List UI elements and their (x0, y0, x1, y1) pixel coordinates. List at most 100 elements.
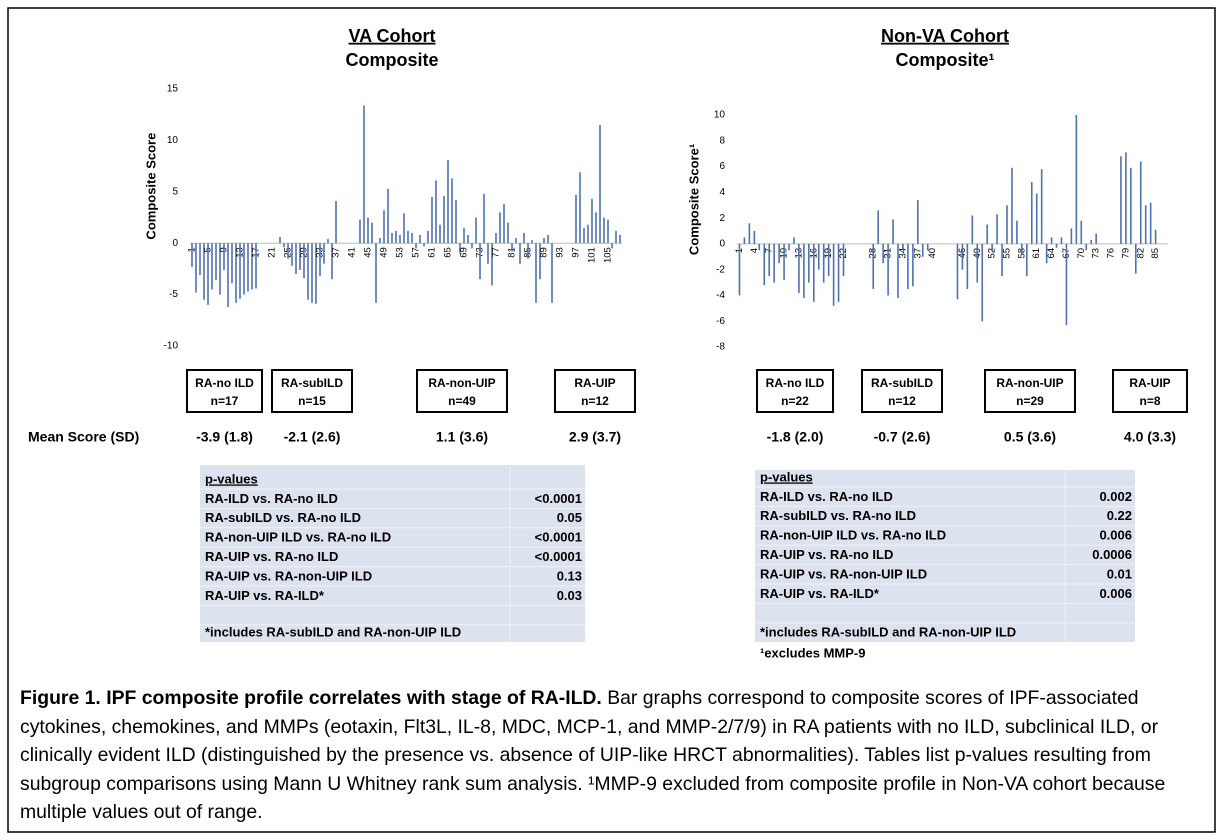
bar (379, 238, 381, 244)
bar (475, 217, 477, 244)
x-tick-label: 40 (927, 248, 938, 259)
y-tick-label: 5 (172, 186, 178, 197)
caption: Figure 1. IPF composite profile correlat… (20, 684, 1206, 827)
bar (1016, 220, 1018, 244)
bar (375, 243, 377, 303)
bar (1045, 243, 1048, 264)
bar (503, 204, 505, 244)
bar (471, 243, 473, 249)
bar (371, 222, 373, 244)
group-label: RA-no ILD (766, 376, 825, 390)
bar (315, 243, 317, 304)
bar (239, 243, 241, 299)
bar (902, 243, 904, 251)
table-cell: RA-subILD vs. RA-no ILD (760, 508, 916, 523)
x-tick-label: 97 (571, 247, 582, 258)
bar (887, 243, 889, 296)
group-box (1112, 369, 1188, 413)
bar (583, 227, 585, 244)
x-tick-label: 49 (379, 247, 390, 258)
bar (615, 230, 617, 244)
bar (1134, 243, 1137, 274)
bar (443, 195, 445, 244)
bar (467, 234, 469, 244)
bar (1030, 182, 1033, 244)
group-label: RA-UIP (574, 376, 615, 390)
x-tick-label: 37 (912, 248, 923, 259)
group-n: n=12 (888, 394, 916, 408)
table-bg (200, 465, 585, 642)
bar (1021, 243, 1023, 255)
x-tick-label: 45 (363, 247, 374, 258)
x-tick-label: 73 (1091, 248, 1102, 259)
bar (487, 243, 489, 264)
group-box (416, 369, 508, 413)
group-label: RA-subILD (281, 376, 343, 390)
bar (399, 234, 401, 244)
group-mean: 4.0 (3.3) (1124, 429, 1176, 445)
y-tick-label: 15 (167, 84, 179, 95)
bar (1050, 237, 1053, 244)
bar (407, 230, 409, 244)
group-mean: 2.9 (3.7) (569, 429, 621, 445)
bar (996, 214, 998, 244)
bar (1154, 229, 1157, 244)
bar (431, 196, 433, 244)
x-tick-label: 89 (539, 247, 550, 258)
bar (961, 243, 964, 270)
table-cell: <0.0001 (535, 491, 582, 506)
bar (753, 231, 756, 244)
bar (535, 243, 537, 303)
bar (547, 234, 549, 244)
x-tick-label: 55 (1002, 248, 1013, 259)
bar (499, 212, 501, 244)
bar (403, 213, 405, 244)
table-cell: RA-ILD vs. RA-no ILD (760, 489, 893, 504)
bar (817, 243, 820, 270)
table-cell: RA-UIP vs. RA-ILD* (205, 588, 325, 603)
bar (327, 239, 329, 244)
table-cell: 0.03 (557, 588, 582, 603)
bar (247, 243, 249, 292)
x-tick-label: 81 (507, 247, 518, 258)
bar (783, 243, 785, 280)
bar (551, 243, 553, 303)
group-n: n=29 (1016, 394, 1044, 408)
group-mean: -1.8 (2.0) (767, 429, 824, 445)
bar (758, 243, 761, 251)
group-box (984, 369, 1076, 413)
bar (917, 200, 919, 244)
x-tick-label: 76 (1106, 248, 1117, 259)
bar (491, 243, 493, 286)
group-box (554, 369, 636, 413)
table-cell: 0.006 (1099, 528, 1132, 543)
bar (1120, 156, 1122, 244)
chart-title: Non-VA Cohort (881, 26, 1009, 46)
bar (832, 243, 835, 306)
y-tick-label: -10 (164, 341, 179, 352)
bar (872, 243, 875, 289)
x-tick-label: 37 (331, 247, 342, 258)
group-mean: -2.1 (2.6) (284, 429, 341, 445)
chart-subtitle: Composite¹ (896, 50, 995, 70)
bar (531, 240, 533, 244)
table-note: *includes RA-subILD and RA-non-UIP ILD (205, 624, 461, 639)
y-tick-label: 4 (719, 187, 725, 198)
bar (451, 178, 453, 244)
bar (971, 215, 974, 244)
bar (367, 217, 369, 244)
bar (227, 243, 229, 307)
group-n: n=15 (298, 394, 326, 408)
bar (1055, 243, 1058, 248)
table-cell: RA-UIP vs. RA-non-UIP ILD (205, 568, 372, 583)
bar (515, 238, 517, 244)
bar (495, 232, 497, 244)
bar (331, 243, 333, 280)
bar (1125, 152, 1127, 244)
bar (1035, 193, 1038, 244)
bar (788, 243, 790, 251)
bar (1070, 228, 1073, 244)
x-tick-label: 52 (987, 248, 998, 259)
bar (1065, 243, 1068, 326)
group-label: RA-subILD (871, 376, 933, 390)
